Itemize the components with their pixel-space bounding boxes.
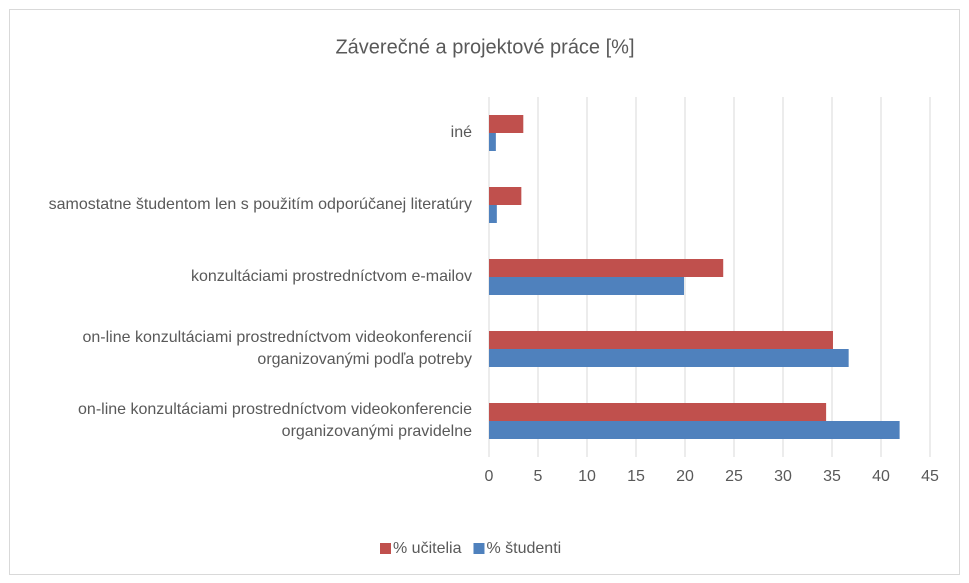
- chart-frame: [9, 9, 960, 575]
- bar: [489, 421, 900, 439]
- bar: [489, 205, 497, 223]
- category-label: on-line konzultáciami prostredníctvom vi…: [78, 401, 472, 440]
- legend-swatch: [380, 543, 391, 554]
- bar: [489, 133, 496, 151]
- chart-title: Záverečné a projektové práce [%]: [335, 36, 634, 58]
- x-tick-label: 40: [872, 468, 890, 485]
- legend-label: % učitelia: [393, 540, 462, 557]
- bar: [489, 277, 685, 295]
- category-label: samostatne študentom len s použitím odpo…: [48, 196, 472, 213]
- x-tick-label: 0: [485, 468, 494, 485]
- category-label: on-line konzultáciami prostredníctvom vi…: [82, 329, 472, 368]
- x-tick-label: 30: [774, 468, 792, 485]
- x-tick-label: 5: [534, 468, 543, 485]
- x-tick-label: 25: [725, 468, 743, 485]
- bar: [489, 331, 833, 349]
- legend-label: % študenti: [486, 540, 561, 557]
- x-tick-label: 35: [823, 468, 841, 485]
- x-tick-label: 45: [921, 468, 939, 485]
- bar: [489, 187, 522, 205]
- legend-swatch: [473, 543, 485, 554]
- bar: [489, 115, 524, 133]
- category-label: konzultáciami prostredníctvom e-mailov: [191, 268, 472, 285]
- x-tick-label: 15: [627, 468, 645, 485]
- bar: [489, 349, 849, 367]
- bar: [489, 403, 827, 421]
- category-label: iné: [450, 124, 472, 141]
- x-tick-label: 10: [578, 468, 596, 485]
- bar: [489, 259, 724, 277]
- x-tick-label: 20: [676, 468, 694, 485]
